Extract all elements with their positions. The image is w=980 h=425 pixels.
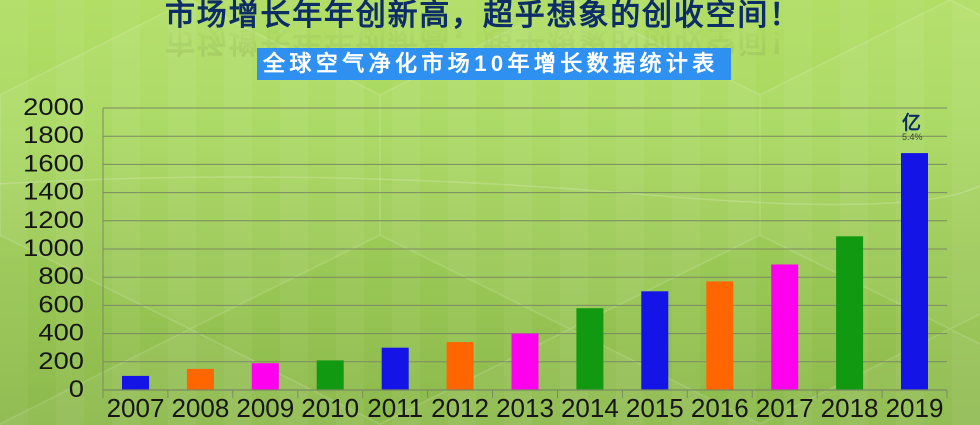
svg-text:400: 400 bbox=[38, 320, 84, 347]
svg-text:1800: 1800 bbox=[23, 122, 84, 149]
svg-text:0: 0 bbox=[69, 376, 84, 403]
svg-text:2014: 2014 bbox=[561, 393, 619, 423]
svg-text:5.4%: 5.4% bbox=[902, 132, 923, 142]
svg-text:2009: 2009 bbox=[236, 393, 294, 423]
svg-text:2011: 2011 bbox=[367, 393, 423, 423]
svg-text:600: 600 bbox=[38, 291, 84, 318]
svg-text:2007: 2007 bbox=[107, 393, 165, 423]
svg-text:2017: 2017 bbox=[756, 393, 814, 423]
svg-text:亿: 亿 bbox=[902, 111, 921, 134]
svg-text:1000: 1000 bbox=[23, 235, 84, 262]
svg-text:1600: 1600 bbox=[23, 150, 84, 177]
svg-text:800: 800 bbox=[38, 263, 84, 290]
svg-text:2016: 2016 bbox=[691, 393, 749, 423]
svg-text:2000: 2000 bbox=[23, 94, 84, 121]
svg-text:2008: 2008 bbox=[171, 393, 229, 423]
svg-text:1200: 1200 bbox=[23, 207, 84, 234]
svg-text:2012: 2012 bbox=[431, 393, 489, 423]
svg-text:2010: 2010 bbox=[301, 393, 359, 423]
svg-text:2018: 2018 bbox=[821, 393, 879, 423]
svg-text:2015: 2015 bbox=[626, 393, 684, 423]
svg-text:2013: 2013 bbox=[496, 393, 554, 423]
svg-text:2019: 2019 bbox=[886, 393, 944, 423]
svg-text:1400: 1400 bbox=[23, 179, 84, 206]
svg-text:200: 200 bbox=[38, 348, 84, 375]
